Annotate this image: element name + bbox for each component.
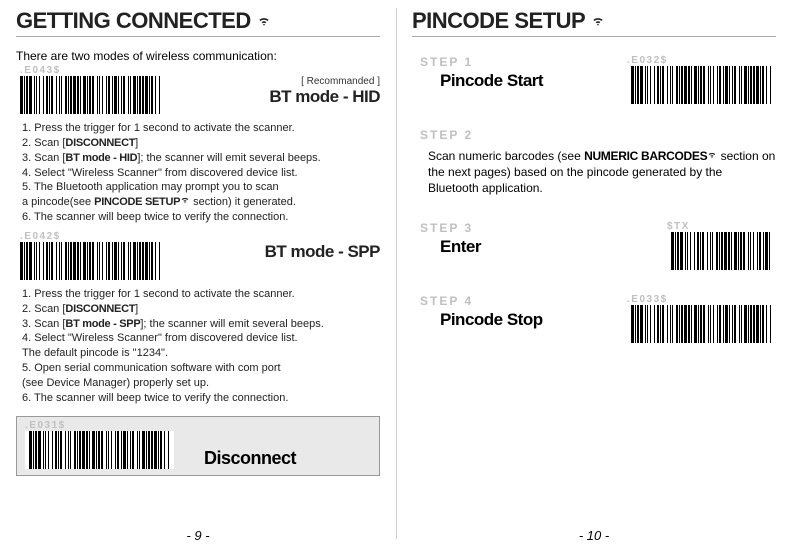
barcode-hid	[16, 76, 165, 114]
step-tag: STEP 1	[420, 55, 607, 69]
step-title: Pincode Start	[440, 71, 607, 91]
barcode-row-spp: BT mode - SPP	[16, 242, 380, 280]
barcode-step1	[627, 66, 776, 104]
step-tag: STEP 4	[420, 294, 607, 308]
barcode-disconnect	[25, 431, 174, 469]
barcode-code-step3: $TX	[667, 221, 690, 232]
hid-step: 5. The Bluetooth application may prompt …	[22, 180, 380, 195]
wireless-icon	[591, 14, 605, 28]
spp-label-stack: BT mode - SPP	[179, 242, 380, 262]
spp-step: 6. The scanner will beep twice to verify…	[22, 391, 380, 406]
heading-rule	[412, 36, 776, 37]
barcode-code-step1: .E032$	[627, 55, 668, 66]
step1-row: STEP 1 Pincode Start .E032$	[420, 55, 776, 104]
hid-step: 4. Select "Wireless Scanner" from discov…	[22, 166, 380, 181]
step4-barcode-wrap: .E033$	[627, 294, 776, 343]
step3-barcode-wrap: $TX	[667, 221, 776, 270]
step-title: Enter	[440, 237, 647, 257]
heading-row: GETTING CONNECTED	[16, 8, 380, 34]
spp-step: The default pincode is "1234".	[22, 346, 380, 361]
step1-col: STEP 1 Pincode Start	[420, 55, 607, 91]
spp-step: 5. Open serial communication software wi…	[22, 361, 380, 376]
heading-rule	[16, 36, 380, 37]
barcode-code-step4: .E033$	[627, 294, 668, 305]
barcode-code-spp: .E042$	[16, 231, 380, 242]
hid-title: BT mode - HID	[269, 87, 380, 107]
barcode-step4	[627, 305, 776, 343]
step-tag: STEP 3	[420, 221, 647, 235]
spp-steps: 1. Press the trigger for 1 second to act…	[22, 287, 380, 406]
page-number: - 9 -	[16, 520, 380, 543]
intro-text: There are two modes of wireless communic…	[16, 49, 380, 63]
barcode-spp	[16, 242, 165, 280]
hid-step: 6. The scanner will beep twice to verify…	[22, 210, 380, 225]
step1-barcode-wrap: .E032$	[627, 55, 776, 104]
hid-label-stack: [ Recommanded ] BT mode - HID	[179, 76, 380, 107]
barcode-code-hid: .E043$	[16, 65, 380, 76]
disconnect-title: Disconnect	[204, 448, 296, 469]
hid-step: a pincode(see PINCODE SETUP section) it …	[22, 195, 380, 210]
heading-row: PINCODE SETUP	[412, 8, 776, 34]
page-right: PINCODE SETUP STEP 1 Pincode Start .E032…	[396, 0, 792, 547]
spp-step: 4. Select "Wireless Scanner" from discov…	[22, 331, 380, 346]
spp-step: 3. Scan [BT mode - SPP]; the scanner wil…	[22, 317, 380, 332]
step3-row: STEP 3 Enter $TX	[420, 221, 776, 270]
page-heading: PINCODE SETUP	[412, 8, 585, 34]
hid-step: 2. Scan [DISCONNECT]	[22, 136, 380, 151]
step4-row: STEP 4 Pincode Stop .E033$	[420, 294, 776, 343]
step2-body: Scan numeric barcodes (see NUMERIC BARCO…	[428, 148, 776, 197]
hid-step: 1. Press the trigger for 1 second to act…	[22, 121, 380, 136]
wireless-icon	[180, 195, 190, 205]
spp-step: (see Device Manager) properly set up.	[22, 376, 380, 391]
step2-row: STEP 2 Scan numeric barcodes (see NUMERI…	[420, 128, 776, 197]
wireless-icon	[257, 14, 271, 28]
disconnect-box: .E031$ Disconnect	[16, 416, 380, 476]
page-left: GETTING CONNECTED There are two modes of…	[0, 0, 396, 547]
spp-step: 1. Press the trigger for 1 second to act…	[22, 287, 380, 302]
step-tag: STEP 2	[420, 128, 473, 142]
barcode-step3	[667, 232, 776, 270]
barcode-code-disconnect: .E031$	[25, 420, 371, 431]
step-title: Pincode Stop	[440, 310, 607, 330]
recommended-label: [ Recommanded ]	[301, 76, 380, 87]
disconnect-row: Disconnect	[25, 431, 371, 469]
step4-col: STEP 4 Pincode Stop	[420, 294, 607, 330]
page-number: - 10 -	[412, 520, 776, 543]
barcode-row-hid: [ Recommanded ] BT mode - HID	[16, 76, 380, 114]
page-heading: GETTING CONNECTED	[16, 8, 251, 34]
hid-steps: 1. Press the trigger for 1 second to act…	[22, 121, 380, 225]
wireless-icon	[707, 150, 717, 160]
hid-step: 3. Scan [BT mode - HID]; the scanner wil…	[22, 151, 380, 166]
step3-col: STEP 3 Enter	[420, 221, 647, 257]
spp-title: BT mode - SPP	[265, 242, 380, 262]
spp-step: 2. Scan [DISCONNECT]	[22, 302, 380, 317]
